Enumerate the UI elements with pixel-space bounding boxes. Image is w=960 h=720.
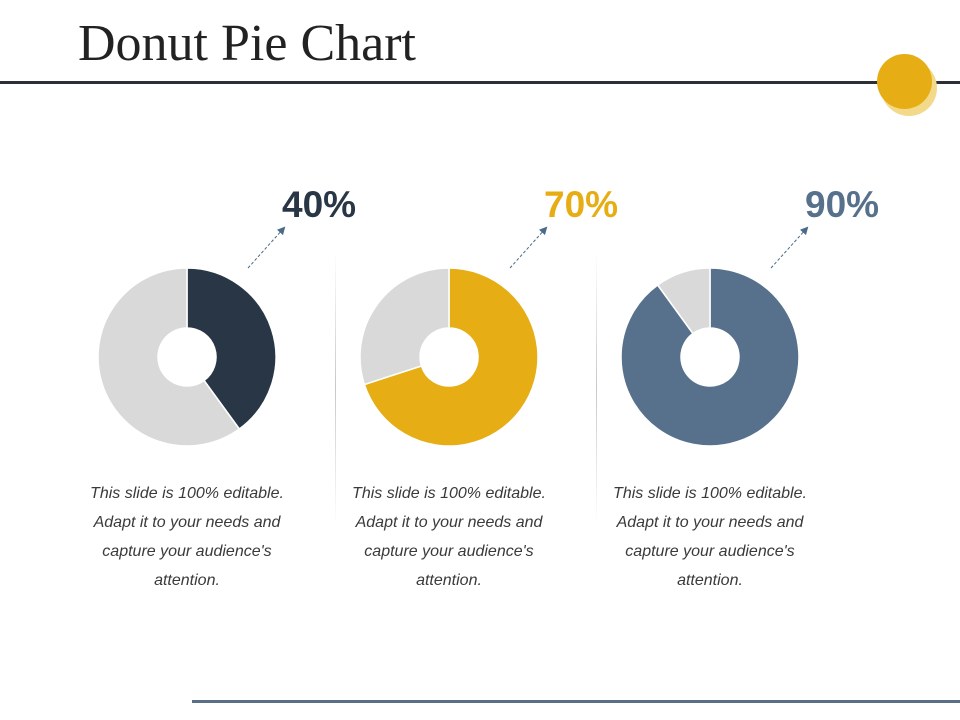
donut-chart-1: 40% [97,184,356,447]
donut-slice-value [186,267,277,431]
percent-label-1: 40% [282,184,356,225]
pointer-arrow [509,226,548,269]
accent-circle [877,54,932,109]
donut-slice-value [363,267,539,447]
caption-2: This slide is 100% editable. Adapt it to… [352,485,546,589]
column-divider [335,250,336,525]
donut-slice-remainder [97,267,241,447]
percent-label-3: 90% [805,184,879,225]
footer-rule [192,700,960,703]
title-underline [0,81,960,84]
donut-slice-remainder [359,267,450,386]
donut-slice-value [620,267,800,447]
caption-3: This slide is 100% editable. Adapt it to… [613,485,807,589]
column-divider [596,250,597,525]
slide-title: Donut Pie Chart [78,15,416,72]
donut-chart-3: 90% [620,184,879,447]
caption-1: This slide is 100% editable. Adapt it to… [90,485,284,589]
percent-label-2: 70% [544,184,618,225]
donut-slice-remainder [656,267,711,335]
donut-chart-2: 70% [359,184,618,447]
pointer-arrow [770,226,809,269]
pointer-arrow [247,226,286,269]
